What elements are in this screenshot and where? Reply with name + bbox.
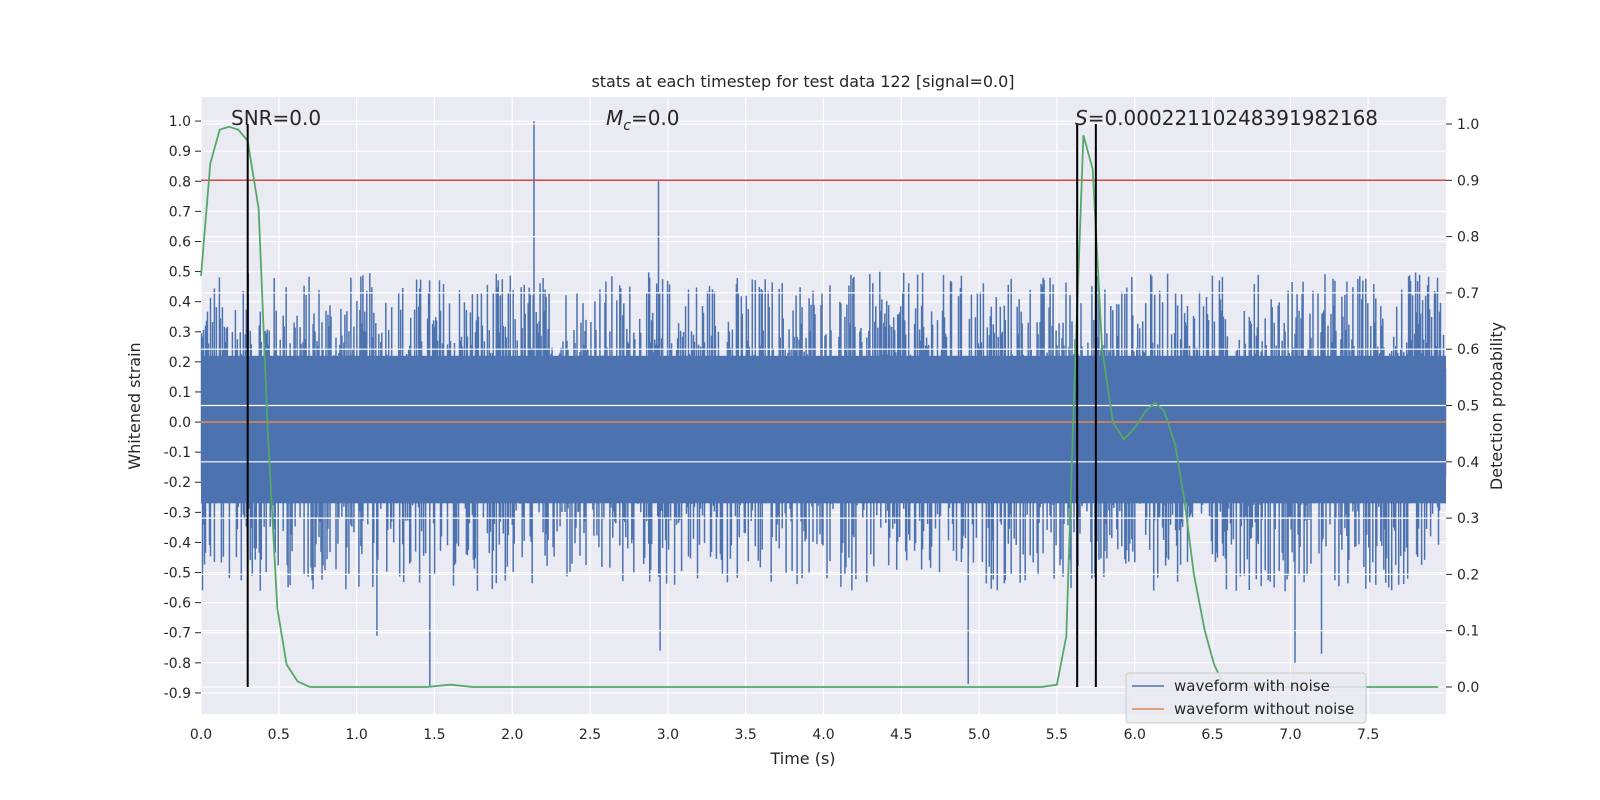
- s-annotation: S=0.00022110248391982168: [1075, 106, 1378, 130]
- y-tick-label-left: -0.5: [164, 566, 191, 582]
- y-tick-label-left: 0.0: [169, 415, 191, 431]
- y-tick-label-right: 0.1: [1457, 624, 1479, 640]
- y-tick-label-left: -0.6: [164, 596, 191, 612]
- x-tick-label: 1.5: [423, 727, 445, 743]
- y-tick-label-left: -0.2: [164, 475, 191, 491]
- y-tick-label-left: 1.0: [169, 114, 191, 130]
- y-tick-label-left: 0.7: [169, 204, 191, 220]
- y-tick-label-left: -0.4: [164, 535, 191, 551]
- x-tick-label: 4.5: [890, 727, 912, 743]
- y-tick-label-right: 0.4: [1457, 455, 1479, 471]
- x-tick-label: 5.5: [1046, 727, 1068, 743]
- x-tick-label: 3.0: [657, 727, 679, 743]
- detection-probability-series: [200, 125, 1439, 688]
- y-tick-label-left: 0.1: [169, 385, 191, 401]
- x-tick-label: 6.5: [1201, 727, 1223, 743]
- x-tick-label: 1.0: [345, 727, 367, 743]
- y-tick-label-left: -0.1: [164, 445, 191, 461]
- chart-title: stats at each timestep for test data 122…: [591, 72, 1014, 91]
- y-axis-label-left: Whitened strain: [125, 342, 144, 469]
- y-tick-label-left: 0.6: [169, 234, 191, 250]
- y-tick-label-right: 0.8: [1457, 230, 1479, 246]
- x-tick-label: 2.0: [501, 727, 523, 743]
- y-tick-label-left: 0.9: [169, 144, 191, 160]
- y-tick-label-right: 0.9: [1457, 173, 1479, 189]
- y-tick-label-right: 0.0: [1457, 680, 1479, 696]
- y-axis-label-right: Detection probability: [1487, 322, 1506, 490]
- legend-entry: waveform without noise: [1174, 700, 1354, 718]
- y-tick-label-left: 0.8: [169, 174, 191, 190]
- y-tick-label-left: -0.7: [164, 626, 191, 642]
- legend: waveform with noise waveform without nois…: [1125, 672, 1367, 724]
- y-tick-label-left: 0.3: [169, 325, 191, 341]
- y-tick-label-right: 0.3: [1457, 511, 1479, 527]
- x-tick-label: 2.5: [579, 727, 601, 743]
- y-tick-label-right: 0.5: [1457, 399, 1479, 415]
- x-tick-label: 6.0: [1124, 727, 1146, 743]
- y-tick-label-left: 0.4: [169, 295, 191, 311]
- noise-waveform-dense-band: [201, 355, 1446, 504]
- x-tick-label: 0.0: [190, 727, 212, 743]
- y-tick-label-right: 0.2: [1457, 567, 1479, 583]
- y-tick-label-right: 0.6: [1457, 342, 1479, 358]
- legend-frame: [1125, 672, 1367, 724]
- snr-annotation: SNR=0.0: [231, 106, 321, 130]
- x-tick-label: 3.5: [735, 727, 757, 743]
- y-tick-label-left: 0.5: [169, 265, 191, 281]
- y-tick-label-left: -0.9: [164, 686, 191, 702]
- x-axis-label: Time (s): [769, 749, 835, 768]
- x-tick-label: 5.0: [968, 727, 990, 743]
- plot-area: 0.0 0.5 1.0 1.5 2.0 2.5 3.0 3.5 4.0 4.5 5.0 5.5 6.0 6…: [164, 97, 1479, 743]
- y-tick-label-right: 0.7: [1457, 286, 1479, 302]
- y-tick-label-left: -0.8: [164, 656, 191, 672]
- y-tick-label-left: 0.2: [169, 355, 191, 371]
- y-tick-label-left: -0.3: [164, 505, 191, 521]
- x-tick-label: 0.5: [268, 727, 290, 743]
- x-tick-label: 4.0: [812, 727, 834, 743]
- x-tick-label: 7.0: [1279, 727, 1301, 743]
- mc-annotation: Mc=0.0: [606, 106, 680, 134]
- legend-entry: waveform with noise: [1174, 677, 1330, 695]
- x-tick-label: 7.5: [1357, 727, 1379, 743]
- y-tick-label-right: 1.0: [1457, 117, 1479, 133]
